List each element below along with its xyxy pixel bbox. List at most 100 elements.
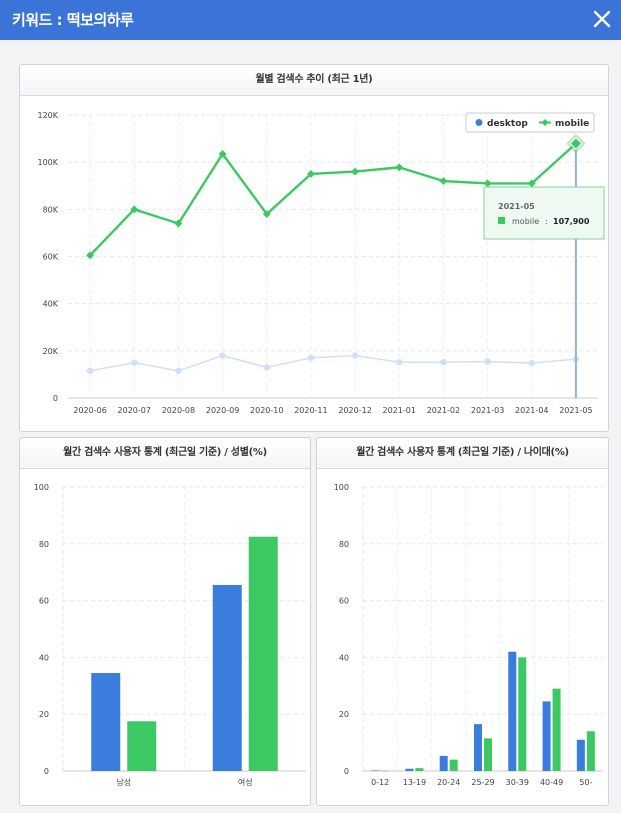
legend-desktop-label: desktop: [487, 119, 528, 129]
monthly-trend-title: 월별 검색수 추이 (최근 1년): [20, 65, 608, 96]
monthly-trend-panel: 월별 검색수 추이 (최근 1년) 0 20K 40K 60K 80K 100K 120K 2…: [19, 64, 609, 432]
x-tick-label: 2021-05: [559, 406, 592, 415]
legend-box: [465, 112, 595, 133]
x-tick-label: 여성: [238, 777, 253, 787]
x-tick-label: 25-29: [471, 778, 494, 787]
mobile-data-point: [439, 177, 448, 185]
tooltip-series-label: mobile: [512, 217, 539, 226]
mobile-data-point: [262, 210, 271, 219]
x-tick-label: 2020-09: [206, 406, 239, 415]
x-tick-label: 40-49: [540, 778, 563, 787]
x-tick-label: 2021-02: [427, 406, 460, 415]
desktop-bar: [91, 673, 121, 771]
desktop-bar: [508, 651, 517, 771]
y-tick-label: 40: [339, 653, 349, 662]
mobile-data-point: [483, 179, 492, 188]
gender-panel: 월간 검색수 사용자 통계 (최근일 기준) / 성별(%) 0 20 40 60 80…: [19, 437, 311, 806]
legend-desktop-marker: [475, 119, 483, 126]
x-tick-label: 남성: [116, 778, 131, 787]
mobile-data-point: [351, 167, 360, 176]
x-tick-label: 2021-04: [515, 406, 548, 415]
mobile-bar: [127, 721, 157, 771]
x-tick-label: 50-: [579, 778, 592, 787]
desktop-data-point: [131, 359, 138, 366]
age-chart: 0 20 40 60 80 100 0-12 13-19 20-24 25-29 30-39 40-4…: [334, 483, 603, 787]
desktop-data-point: [484, 358, 491, 365]
desktop-data-point: [307, 354, 315, 362]
y-tick-label: 20K: [43, 347, 59, 356]
desktop-data-point: [440, 358, 447, 366]
desktop-bar: [576, 739, 585, 771]
mobile-bar: [449, 759, 458, 771]
desktop-bar: [474, 724, 482, 771]
y-tick-label: 0: [344, 767, 349, 776]
x-tick-label: 2021-03: [471, 406, 504, 415]
gender-chart: 0 20 40 60 80 100 남성 여성: [34, 483, 306, 787]
age-panel: 월간 검색수 사용자 통계 (최근일 기준) / 나이대(%) 0 20 40 60 8…: [316, 437, 609, 806]
mobile-bar: [484, 738, 492, 771]
y-tick-label: 60K: [43, 253, 59, 262]
mobile-data-point: [86, 251, 95, 260]
y-tick-label: 0: [53, 394, 58, 403]
mobile-bar: [518, 657, 527, 771]
x-tick-label: 20-24: [437, 778, 460, 787]
x-tick-label: 2020-10: [250, 406, 283, 415]
tooltip-value: 107,900: [553, 217, 590, 226]
x-tick-label: 2020-11: [294, 406, 327, 415]
legend-mobile-label: mobile: [555, 119, 589, 129]
x-tick-label: 13-19: [403, 778, 426, 787]
x-tick-label: 2021-01: [383, 406, 416, 415]
modal-header: 키워드 : 떡보의하루: [0, 0, 621, 40]
y-tick-label: 120K: [37, 111, 58, 120]
desktop-data-point: [219, 352, 226, 359]
desktop-bar: [371, 770, 380, 771]
tooltip-month: 2021-05: [498, 202, 535, 211]
desktop-data-point: [86, 367, 94, 375]
x-tick-label: 0-12: [371, 778, 389, 787]
mobile-bar: [586, 731, 595, 771]
tooltip-separator: :: [545, 217, 548, 226]
age-chart-title: 월간 검색수 사용자 통계 (최근일 기준) / 나이대(%): [317, 438, 608, 469]
y-tick-label: 20: [339, 710, 349, 719]
mobile-data-point-active: [569, 137, 583, 150]
gender-chart-title: 월간 검색수 사용자 통계 (최근일 기준) / 성별(%): [20, 438, 310, 469]
y-tick-label: 0: [44, 767, 49, 776]
mobile-bar: [381, 770, 390, 772]
y-tick-label: 100: [334, 483, 349, 492]
desktop-data-point: [351, 352, 359, 359]
hover-tooltip: 2021-05 mobile:107,900: [483, 186, 605, 240]
x-tick-label: 2020-07: [118, 406, 151, 415]
desktop-series-line: [89, 354, 576, 372]
desktop-bar: [405, 768, 414, 771]
y-tick-label: 80K: [43, 205, 59, 214]
y-tick-label: 100K: [37, 158, 58, 167]
tooltip-box: [483, 186, 605, 240]
y-tick-label: 20: [39, 710, 49, 719]
mobile-bar: [552, 688, 561, 771]
y-tick-label: 100: [34, 483, 49, 492]
y-tick-label: 80: [339, 540, 349, 549]
y-tick-label: 40K: [43, 300, 59, 309]
desktop-bar: [439, 755, 448, 771]
y-tick-label: 60: [39, 597, 49, 606]
mobile-data-point: [174, 219, 183, 228]
legend-mobile-marker: [541, 118, 549, 127]
x-tick-label: 2020-12: [338, 406, 371, 415]
mobile-bar: [248, 536, 278, 771]
desktop-data-point: [528, 359, 535, 367]
monthly-trend-chart: 0 20K 40K 60K 80K 100K 120K 2020-06 2020-07 2020-…: [37, 111, 605, 415]
desktop-bar: [542, 701, 551, 771]
mobile-bar: [415, 768, 424, 771]
y-tick-label: 80: [39, 540, 49, 549]
close-icon[interactable]: [587, 4, 617, 34]
x-tick-label: 2020-08: [162, 406, 195, 415]
chart-legend: desktop mobile: [465, 112, 595, 133]
desktop-bar: [212, 584, 242, 771]
y-tick-label: 40: [39, 653, 49, 662]
x-tick-label: 2020-06: [73, 406, 106, 415]
desktop-data-point: [396, 358, 403, 366]
tooltip-series-marker: [498, 217, 505, 224]
mobile-series-line: [89, 142, 577, 257]
desktop-data-point: [263, 364, 270, 371]
x-tick-label: 30-39: [506, 778, 529, 787]
